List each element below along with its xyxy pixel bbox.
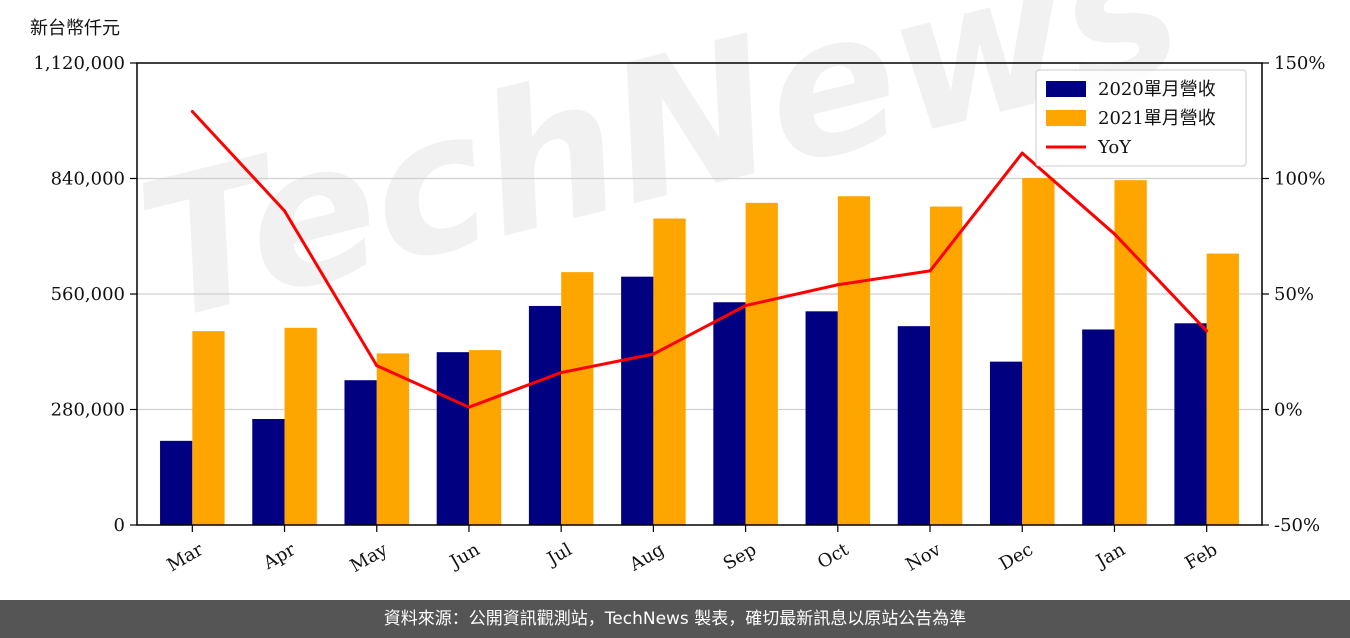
x-axis-tick-label: Apr <box>259 539 299 574</box>
legend-box <box>1035 69 1247 167</box>
yoy-point <box>375 364 379 368</box>
bar-2021 <box>653 218 686 525</box>
bar-2020 <box>344 380 377 525</box>
right-axis-tick-label: 100% <box>1274 169 1325 190</box>
yoy-point <box>283 209 287 213</box>
bar-2021 <box>745 202 778 525</box>
yoy-point <box>190 110 194 114</box>
x-axis-tick-label: Aug <box>625 539 668 576</box>
y-axis-unit-label: 新台幣仟元 <box>30 18 120 39</box>
right-axis-tick-label: -50% <box>1274 515 1320 536</box>
legend-label: 2021單月營收 <box>1098 108 1216 129</box>
x-axis-tick-label: Nov <box>902 539 945 576</box>
bar-2020 <box>160 440 193 525</box>
legend-label: 2020單月營收 <box>1098 79 1216 100</box>
chart-area: 新台幣仟元 TechNews 0 280,000 560,000 840,000 1,1… <box>30 0 1325 577</box>
bar-2020 <box>1174 323 1207 525</box>
legend-swatch <box>1046 81 1086 97</box>
yoy-point <box>1020 151 1024 155</box>
bar-2021 <box>930 206 963 526</box>
bar-2020 <box>1082 329 1115 525</box>
bar-2020 <box>805 311 838 525</box>
bar-2021 <box>468 350 502 525</box>
x-axis-tick-label: Jul <box>542 539 576 571</box>
bar-2020 <box>252 418 285 525</box>
left-axis-tick-label: 1,120,000 <box>33 53 125 74</box>
bar-2020 <box>897 326 931 525</box>
bar-2021 <box>1114 180 1147 525</box>
bar-2020 <box>621 276 654 525</box>
yoy-point <box>744 304 748 308</box>
bar-2021 <box>284 327 317 525</box>
yoy-point <box>467 405 471 409</box>
bar-2021 <box>376 353 410 525</box>
yoy-line <box>191 110 1208 409</box>
right-axis-tick-label: 150% <box>1274 53 1325 74</box>
bar-2021 <box>192 331 225 525</box>
legend-swatch <box>1046 110 1086 126</box>
yoy-point <box>651 352 655 356</box>
bar-2020 <box>528 305 562 525</box>
bar-2020 <box>436 352 469 525</box>
yoy-point <box>1205 329 1209 333</box>
x-axis-tick-label: Jan <box>1091 539 1129 573</box>
yoy-point <box>559 371 563 375</box>
bar-2020 <box>989 361 1023 525</box>
left-axis-tick-label: 560,000 <box>51 284 125 305</box>
yoy-point <box>1112 232 1116 236</box>
source-footer: 資料來源：公開資訊觀測站，TechNews 製表，確切最新訊息以原站公告為準 <box>0 600 1350 638</box>
bar-2020 <box>713 302 746 525</box>
right-axis-tick-label: 0% <box>1274 400 1303 421</box>
yoy-point <box>928 269 932 273</box>
x-axis-tick-label: Sep <box>720 539 760 574</box>
bar-2021 <box>837 196 871 526</box>
legend-label: YoY <box>1097 137 1132 158</box>
left-axis-tick-label: 840,000 <box>51 169 125 190</box>
bar-2021 <box>561 272 594 525</box>
x-axis-tick-label: May <box>347 539 392 577</box>
x-axis-tick-label: Feb <box>1181 539 1221 574</box>
x-axis-tick-label: Jun <box>445 539 484 574</box>
x-axis-tick-label: Dec <box>996 539 1037 575</box>
left-axis-tick-label: 280,000 <box>51 400 125 421</box>
bar-2021 <box>1206 253 1239 525</box>
left-axis-tick-label: 0 <box>114 515 125 536</box>
right-axis-tick-label: 50% <box>1274 284 1314 305</box>
yoy-point <box>836 283 840 287</box>
revenue-chart: 0 280,000 560,000 840,000 1,120,000 -50% 0% 50%… <box>33 53 1325 577</box>
bar-2021 <box>1022 178 1055 525</box>
x-axis-tick-label: Mar <box>164 539 208 576</box>
x-axis-tick-label: Oct <box>814 539 853 574</box>
